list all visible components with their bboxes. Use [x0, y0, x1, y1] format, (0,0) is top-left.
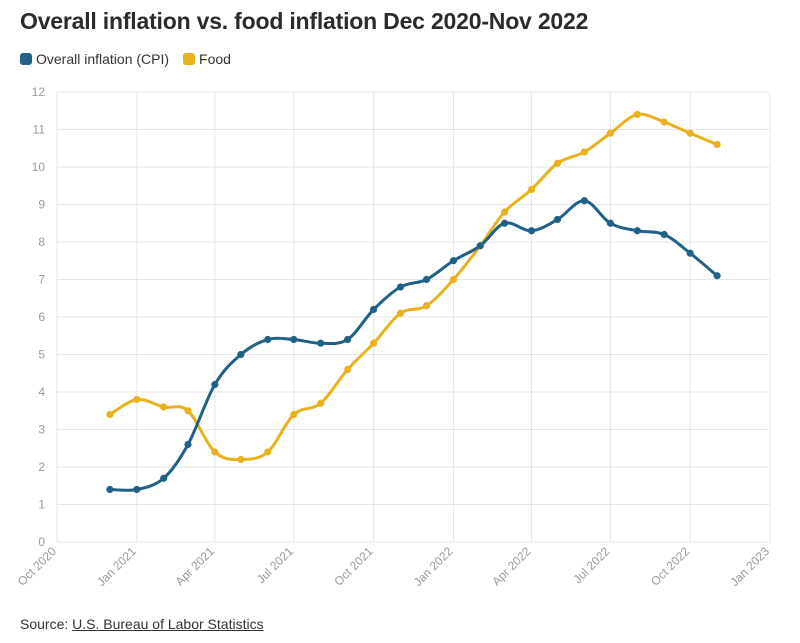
- data-point-cpi[interactable]: [527, 227, 536, 235]
- source-note: Source: U.S. Bureau of Labor Statistics: [20, 616, 264, 632]
- data-point-food[interactable]: [580, 148, 588, 156]
- data-point-food[interactable]: [396, 309, 405, 317]
- data-point-cpi[interactable]: [660, 230, 668, 239]
- data-point-food[interactable]: [133, 395, 141, 404]
- data-point-food[interactable]: [211, 448, 219, 456]
- legend-label-food: Food: [199, 51, 231, 67]
- data-point-food[interactable]: [237, 455, 245, 464]
- data-point-food[interactable]: [106, 410, 114, 419]
- data-point-cpi[interactable]: [290, 335, 298, 344]
- source-link[interactable]: U.S. Bureau of Labor Statistics: [72, 616, 264, 632]
- data-point-cpi[interactable]: [606, 219, 614, 227]
- x-tick-label: Jul 2021: [254, 544, 296, 586]
- x-tick-label: Jan 2023: [727, 544, 772, 589]
- data-point-cpi[interactable]: [686, 249, 694, 257]
- chart-points: [106, 110, 721, 494]
- y-tick-label: 9: [38, 198, 45, 212]
- x-axis-tick-labels: Oct 2020 Jan 2021 Apr 2021 Jul 2021 Oct 2021…: [15, 544, 773, 589]
- chart-series: [108, 112, 719, 492]
- y-tick-label: 7: [38, 273, 45, 287]
- x-tick-label: Oct 2020: [15, 544, 60, 589]
- legend-swatch-food: [183, 53, 196, 65]
- data-point-food[interactable]: [422, 302, 431, 310]
- data-point-cpi[interactable]: [264, 335, 272, 344]
- data-point-cpi[interactable]: [476, 242, 484, 250]
- data-point-food[interactable]: [713, 140, 721, 149]
- chart-title: Overall inflation vs. food inflation Dec…: [20, 8, 589, 34]
- data-point-food[interactable]: [633, 110, 641, 119]
- data-point-cpi[interactable]: [713, 272, 721, 280]
- legend-label-cpi: Overall inflation (CPI): [36, 51, 170, 67]
- legend-swatch-cpi: [20, 53, 32, 65]
- legend-item-cpi[interactable]: Overall inflation (CPI): [20, 51, 169, 67]
- data-point-food[interactable]: [343, 365, 352, 374]
- data-point-food[interactable]: [553, 159, 562, 167]
- x-tick-label: Jan 2022: [411, 544, 456, 589]
- data-point-cpi[interactable]: [160, 474, 168, 482]
- data-point-cpi[interactable]: [369, 305, 378, 314]
- x-tick-label: Apr 2022: [489, 544, 534, 589]
- x-tick-label: Oct 2021: [331, 544, 376, 589]
- y-tick-label: 0: [38, 535, 45, 549]
- legend-item-food[interactable]: Food: [183, 51, 231, 67]
- data-point-cpi[interactable]: [343, 335, 352, 344]
- source-prefix: Source:: [20, 616, 73, 632]
- data-point-cpi[interactable]: [237, 350, 245, 359]
- y-tick-label: 11: [33, 123, 46, 137]
- y-tick-label: 3: [38, 423, 45, 437]
- data-point-cpi[interactable]: [211, 380, 219, 389]
- data-point-cpi[interactable]: [396, 283, 405, 291]
- y-tick-label: 5: [38, 348, 45, 362]
- chart-grid: [56, 91, 771, 543]
- data-point-food[interactable]: [317, 399, 325, 407]
- x-tick-label: Oct 2022: [648, 544, 693, 589]
- data-point-food[interactable]: [449, 275, 458, 284]
- y-tick-label: 2: [38, 460, 45, 474]
- data-point-food[interactable]: [686, 129, 694, 137]
- data-point-cpi[interactable]: [449, 257, 458, 265]
- data-point-food[interactable]: [606, 129, 614, 137]
- y-tick-label: 1: [38, 498, 45, 512]
- data-point-cpi[interactable]: [553, 215, 562, 224]
- data-point-food[interactable]: [160, 403, 168, 411]
- chart-legend: Overall inflation (CPI) Food: [20, 51, 231, 67]
- data-point-food[interactable]: [660, 118, 668, 126]
- data-point-cpi[interactable]: [317, 339, 325, 347]
- data-point-food[interactable]: [500, 208, 509, 216]
- x-tick-label: Jan 2021: [94, 544, 139, 589]
- data-point-cpi[interactable]: [184, 440, 192, 449]
- x-tick-label: Jul 2022: [571, 544, 613, 586]
- y-tick-label: 12: [32, 85, 46, 99]
- data-point-food[interactable]: [369, 339, 378, 347]
- y-tick-label: 10: [32, 160, 46, 174]
- y-tick-label: 4: [38, 385, 45, 399]
- data-point-cpi[interactable]: [633, 227, 641, 235]
- y-tick-label: 6: [38, 310, 45, 324]
- data-point-cpi[interactable]: [133, 485, 141, 494]
- series-line-cpi: [108, 199, 719, 492]
- data-point-food[interactable]: [264, 448, 272, 456]
- data-point-cpi[interactable]: [580, 197, 588, 205]
- y-tick-label: 8: [38, 235, 45, 249]
- data-point-food[interactable]: [290, 410, 298, 419]
- series-line-food: [108, 112, 719, 462]
- x-tick-label: Apr 2021: [173, 544, 218, 589]
- data-point-cpi[interactable]: [106, 485, 114, 494]
- data-point-cpi[interactable]: [500, 219, 509, 227]
- data-point-food[interactable]: [184, 407, 192, 415]
- data-point-food[interactable]: [527, 185, 536, 194]
- data-point-cpi[interactable]: [422, 275, 431, 284]
